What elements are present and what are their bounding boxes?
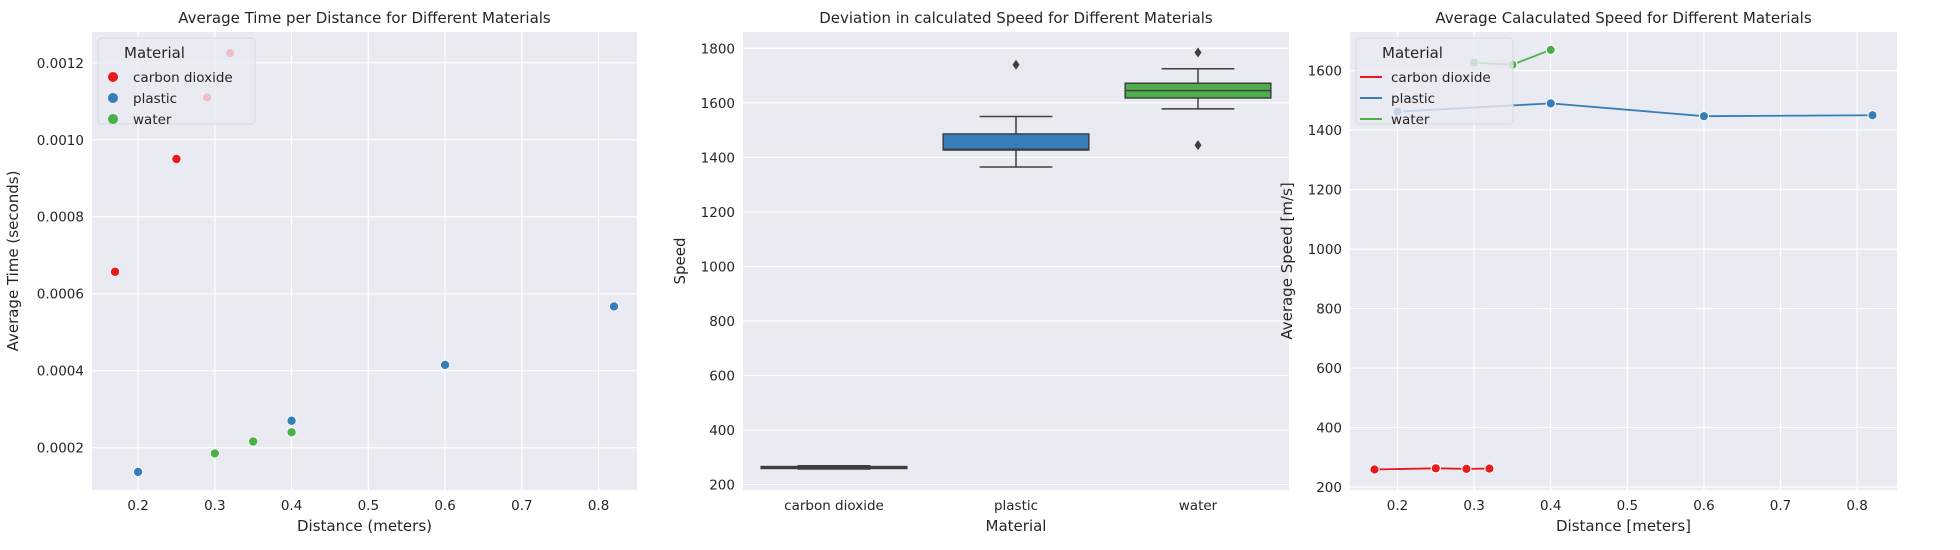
legend-title: Material <box>1382 44 1443 62</box>
y-tick-label: 200 <box>1316 480 1342 496</box>
legend-frame <box>97 37 256 125</box>
y-tick-label: 1400 <box>1308 123 1342 139</box>
x-tick-label: 0.3 <box>204 498 225 514</box>
series-plastic <box>133 301 619 477</box>
y-tick-label: 0.0002 <box>37 441 84 457</box>
point-water <box>1545 44 1556 55</box>
outlier <box>1194 140 1202 151</box>
x-tick-label: plastic <box>994 498 1038 514</box>
y-tick-label: 0.0004 <box>37 364 84 380</box>
plot-area <box>743 32 1289 490</box>
legend: Material carbon dioxide plastic water <box>97 37 256 128</box>
x-tick-label: 0.5 <box>1617 498 1638 514</box>
box-carbon-dioxide <box>760 464 908 470</box>
y-tick-label: 0.0008 <box>37 210 84 226</box>
legend-marker-carbon-dioxide <box>108 72 118 82</box>
point-plastic <box>608 301 619 312</box>
y-tick-label: 0.0006 <box>37 287 84 303</box>
chart-title: Average Time per Distance for Different … <box>178 9 551 27</box>
legend: Material carbon dioxide plastic water <box>1355 37 1514 128</box>
x-axis-label: Distance (meters) <box>297 517 432 535</box>
point-carbon-dioxide <box>110 266 121 277</box>
legend-marker-water <box>108 114 118 124</box>
x-axis-label: Distance [meters] <box>1556 517 1691 535</box>
legend-title: Material <box>124 44 185 62</box>
point-carbon-dioxide <box>171 154 182 165</box>
x-tick-label: 0.3 <box>1463 498 1484 514</box>
y-tick-label: 1600 <box>1308 64 1342 80</box>
point-carbon-dioxide <box>1430 463 1441 474</box>
legend-marker-plastic <box>108 93 118 103</box>
y-tick-label: 600 <box>1316 361 1342 377</box>
y-tick-label: 1200 <box>701 205 735 221</box>
x-tick-label: 0.4 <box>281 498 302 514</box>
x-tick-label: 0.7 <box>1770 498 1791 514</box>
y-tick-label: 600 <box>709 369 735 385</box>
chart-title: Deviation in calculated Speed for Differ… <box>819 9 1213 27</box>
y-tick-label: 400 <box>1316 421 1342 437</box>
y-tick-label: 400 <box>709 423 735 439</box>
point-plastic <box>1698 111 1710 122</box>
box-water <box>1124 47 1272 151</box>
y-axis-label: Speed <box>671 237 689 284</box>
point-plastic <box>133 466 144 477</box>
y-tick-label: 800 <box>709 314 735 330</box>
y-tick-label: 200 <box>709 478 735 494</box>
grid <box>1350 32 1897 490</box>
legend-entry-water: water <box>133 112 172 128</box>
legend-frame <box>1355 37 1514 125</box>
y-tick-label: 0.0010 <box>37 133 84 149</box>
outlier <box>1194 47 1202 58</box>
point-carbon-dioxide <box>1369 464 1380 475</box>
legend-entry-plastic: plastic <box>1391 91 1435 107</box>
legend-entry-carbon-dioxide: carbon dioxide <box>133 70 233 86</box>
point-water <box>248 436 259 447</box>
y-tick-label: 1200 <box>1308 183 1342 199</box>
x-tick-label: 0.5 <box>358 498 379 514</box>
y-tick-label: 1800 <box>701 41 735 57</box>
x-axis-label: Material <box>986 517 1047 535</box>
point-carbon-dioxide <box>1461 463 1472 474</box>
chart-3: 200 400 600 800 1000 1200 1400 1600 0.2 0.3 0.4 0.5… <box>1278 9 1897 535</box>
y-tick-label: 1000 <box>1308 242 1342 258</box>
x-tick-label: carbon dioxide <box>784 498 884 514</box>
x-tick-label: water <box>1179 498 1218 514</box>
x-tick-label: 0.6 <box>1693 498 1714 514</box>
series-carbon-dioxide <box>1369 463 1495 475</box>
legend-entry-water: water <box>1391 112 1430 128</box>
x-tick-label: 0.6 <box>434 498 455 514</box>
series-water <box>209 427 297 459</box>
x-tick-label: 0.4 <box>1540 498 1561 514</box>
legend-entry-carbon-dioxide: carbon dioxide <box>1391 70 1491 86</box>
line-carbon-dioxide <box>1374 467 1490 471</box>
y-tick-label: 1600 <box>701 96 735 112</box>
point-water <box>209 448 220 459</box>
x-tick-label: 0.8 <box>1846 498 1867 514</box>
chart-1: 0.0002 0.0004 0.0006 0.0008 0.0010 0.0012 0.2 0… <box>4 9 637 535</box>
y-tick-label: 800 <box>1316 302 1342 318</box>
outlier <box>1012 59 1020 70</box>
box-iqr <box>942 133 1090 151</box>
point-carbon-dioxide <box>1484 463 1495 474</box>
y-tick-label: 1000 <box>701 259 735 275</box>
x-tick-label: 0.7 <box>511 498 532 514</box>
point-plastic <box>1867 110 1878 121</box>
chart-2: 200 400 600 800 1000 1200 1400 1600 1800 Deviatio… <box>671 9 1289 535</box>
y-tick-label: 0.0012 <box>37 56 84 72</box>
x-tick-label: 0.2 <box>1387 498 1408 514</box>
point-plastic <box>1545 98 1556 109</box>
x-tick-label: 0.8 <box>588 498 609 514</box>
point-water <box>286 427 297 438</box>
y-tick-label: 1400 <box>701 150 735 166</box>
box-plastic <box>942 59 1090 168</box>
y-axis-label: Average Time (seconds) <box>4 171 22 352</box>
x-tick-label: 0.2 <box>127 498 148 514</box>
chart-title: Average Calaculated Speed for Different … <box>1435 9 1812 27</box>
point-plastic <box>286 415 297 426</box>
legend-entry-plastic: plastic <box>133 91 177 107</box>
point-plastic <box>440 359 451 370</box>
y-axis-label: Average Speed [m/s] <box>1278 182 1296 339</box>
